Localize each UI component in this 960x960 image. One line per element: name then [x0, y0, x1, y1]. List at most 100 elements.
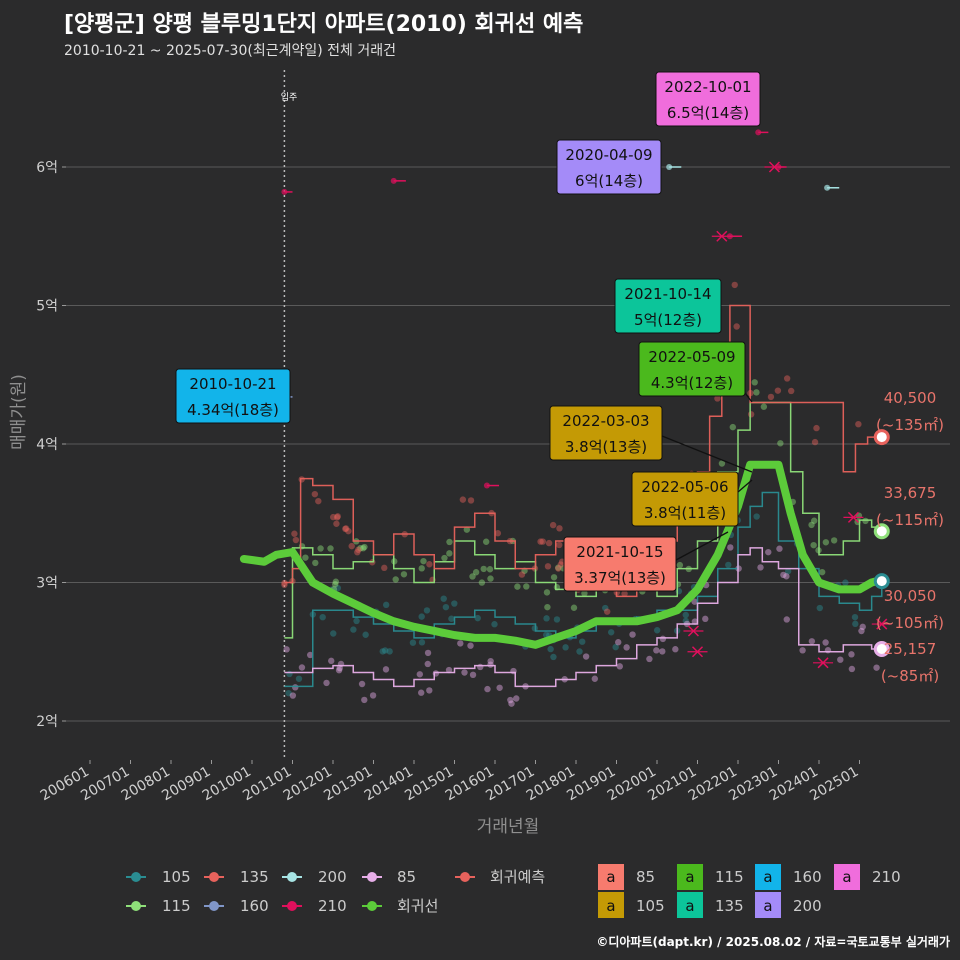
trade-point-105: [543, 615, 550, 622]
trade-point-115: [810, 517, 818, 524]
legend-item-forecast[interactable]: 회귀예측: [455, 868, 545, 886]
trade-point-115: [361, 543, 368, 551]
trade-point-135: [355, 546, 362, 553]
callout-value: 4.3억(12층): [651, 374, 733, 392]
trade-point-85: [306, 651, 314, 659]
legend-fill-105[interactable]: a 105: [598, 892, 665, 918]
trade-point-85: [808, 638, 816, 645]
forecast-marker: [683, 625, 704, 637]
trade-point-115: [357, 544, 364, 552]
trade-point-210: [755, 129, 762, 136]
trade-point-85: [336, 664, 343, 672]
legend-fill-160[interactable]: a 160: [755, 864, 822, 890]
legend-fill-glyph: a: [685, 897, 694, 915]
legend-fill-200[interactable]: a 200: [755, 892, 822, 918]
legend-fill-135[interactable]: a 135: [677, 892, 744, 918]
callout-box: [563, 536, 677, 592]
trade-point-135: [342, 525, 350, 532]
trade-point-105: [725, 561, 732, 569]
callout-2010-10-21: 2010-10-21 4.34억(18층): [175, 368, 291, 424]
trade-point-85: [659, 635, 667, 643]
legend-item-115[interactable]: 115: [126, 897, 191, 915]
trade-point-115: [822, 539, 830, 546]
trade-point-115: [463, 526, 471, 533]
trade-point-85: [416, 671, 424, 678]
callout-box: [175, 368, 291, 424]
trade-point-115: [777, 440, 784, 447]
forecast-layer: [683, 161, 892, 669]
trade-point-115: [729, 423, 737, 431]
legend-item-105[interactable]: 105: [126, 868, 191, 886]
trade-point-85: [328, 657, 335, 665]
trade-point-105: [682, 611, 689, 619]
legend-fill-210[interactable]: a 210: [834, 864, 901, 890]
x-axis-ticks: 2006012007012008012009012010012011012012…: [38, 760, 862, 804]
legend-fill-85[interactable]: a 85: [598, 864, 655, 890]
trade-point-85: [691, 598, 698, 605]
trade-point-85: [623, 644, 630, 651]
end-label-area: (~135㎡): [876, 416, 944, 434]
legend-label: 105: [162, 868, 191, 886]
legend: 105 135 200 85 회귀예측 115: [126, 864, 901, 918]
trade-point-115: [446, 550, 453, 557]
trade-point-105: [286, 670, 293, 678]
trade-point-85: [323, 679, 330, 687]
trade-point-115: [472, 569, 480, 576]
legend-item-210[interactable]: 210: [282, 897, 347, 915]
trade-point-105: [418, 613, 425, 620]
legend-fill-115[interactable]: a 115: [677, 864, 744, 890]
trade-point-135: [467, 497, 475, 504]
trade-point-85: [382, 666, 390, 673]
trade-point-85: [591, 675, 599, 682]
callout-leader: [744, 392, 753, 403]
end-label-area: (~85㎡): [881, 667, 939, 685]
legend-item-160[interactable]: 160: [204, 897, 269, 915]
trade-point-115: [312, 559, 319, 567]
trade-point-105: [851, 613, 859, 621]
legend-swatch-dot: [287, 872, 297, 882]
trade-point-135: [330, 513, 337, 521]
legend-item-135[interactable]: 135: [204, 868, 269, 886]
trade-point-115: [332, 581, 339, 588]
legend-fill-glyph: a: [763, 868, 772, 886]
trade-point-115: [317, 545, 324, 552]
end-label-135: 40,500 (~135㎡): [876, 389, 944, 434]
trade-point-115: [581, 590, 588, 597]
legend-item-trend[interactable]: 회귀선: [362, 897, 438, 915]
trade-point-135: [774, 387, 782, 394]
trade-point-105: [553, 616, 561, 623]
callout-2022-05-09: 2022-05-09 4.3억(12층): [638, 341, 746, 397]
trade-point-115: [487, 575, 494, 582]
trade-point-85: [467, 642, 474, 649]
callout-leader: [661, 435, 753, 473]
legend-item-200[interactable]: 200: [282, 868, 347, 886]
callout-date: 2021-10-15: [576, 543, 663, 561]
trade-point-135: [345, 527, 352, 535]
legend-swatch-dot: [131, 872, 141, 882]
trade-point-105: [353, 617, 360, 625]
trade-point-105: [784, 568, 792, 575]
callout-value: 6.5억(14층): [667, 104, 749, 122]
trade-point-105: [423, 607, 431, 614]
legend-item-85[interactable]: 85: [362, 868, 416, 886]
trade-point-85: [616, 663, 623, 670]
trade-point-85: [496, 684, 503, 691]
trade-point-85: [629, 631, 636, 638]
trade-point-135: [292, 536, 300, 544]
trade-point-135: [811, 438, 819, 446]
chart-title: [양평군] 양평 블루밍1단지 아파트(2010) 회귀선 예측: [64, 12, 584, 37]
trade-point-85: [292, 684, 299, 691]
trade-point-105: [547, 645, 554, 653]
callout-box: [638, 341, 746, 397]
trade-point-115: [760, 403, 768, 410]
trade-point-135: [556, 541, 563, 549]
trade-point-105: [562, 644, 569, 651]
y-axis-ticks: 2억 3억 4억 5억 6억: [36, 160, 66, 730]
end-label-price: 33,675: [884, 484, 937, 502]
trade-point-115: [486, 566, 494, 573]
trade-point-135: [494, 530, 502, 537]
trade-point-85: [672, 646, 679, 653]
end-point-85: [873, 640, 890, 657]
legend-swatch-dot: [131, 901, 141, 911]
trade-point-115: [753, 389, 760, 396]
